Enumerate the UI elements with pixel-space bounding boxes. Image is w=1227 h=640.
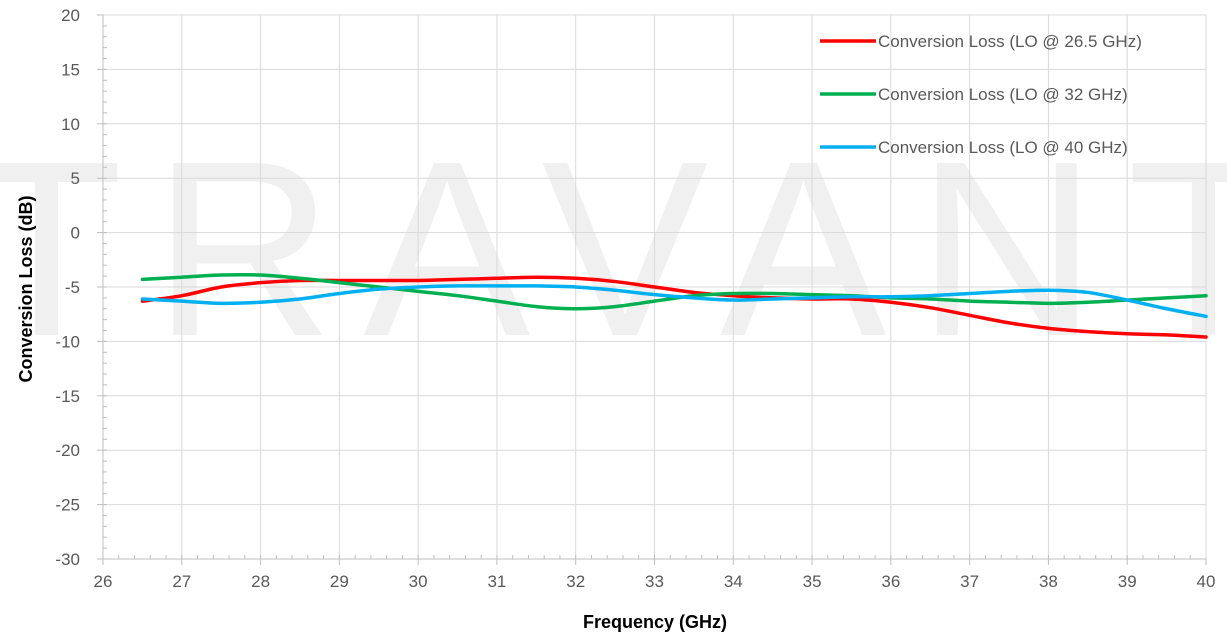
y-tick-label: -20	[55, 441, 80, 460]
series-line-1	[140, 272, 1208, 311]
x-tick-label: 28	[251, 572, 270, 591]
x-tick-labels: 26 27 28 29 30 31 32 33 34 35 36 37 38 39 40	[94, 572, 1216, 591]
x-tick-label: 38	[1039, 572, 1058, 591]
y-tick-label: 15	[61, 60, 80, 79]
x-axis-title: Frequency (GHz)	[583, 612, 727, 632]
x-tick-label: 30	[409, 572, 428, 591]
x-tick-label: 31	[487, 572, 506, 591]
y-tick-label: -15	[55, 387, 80, 406]
legend-label-0: Conversion Loss (LO @ 26.5 GHz)	[878, 32, 1142, 51]
x-tick-label: 37	[960, 572, 979, 591]
x-tick-label: 33	[645, 572, 664, 591]
y-tick-label: -10	[55, 332, 80, 351]
legend: Conversion Loss (LO @ 26.5 GHz) Conversio…	[820, 32, 1142, 157]
y-tick-label: 20	[61, 6, 80, 25]
y-tick-label: 10	[61, 115, 80, 134]
x-tick-label: 34	[724, 572, 743, 591]
x-tick-label: 36	[881, 572, 900, 591]
x-tick-label: 40	[1197, 572, 1216, 591]
y-tick-label: 0	[71, 224, 80, 243]
x-tick-label: 32	[566, 572, 585, 591]
x-tick-label: 35	[803, 572, 822, 591]
x-tick-label: 26	[94, 572, 113, 591]
y-tick-label: -5	[65, 278, 80, 297]
grid	[103, 14, 1207, 560]
x-tick-label: 39	[1118, 572, 1137, 591]
y-axis-title: Conversion Loss (dB)	[16, 195, 36, 382]
axes	[97, 14, 1207, 565]
x-tick-label: 27	[172, 572, 191, 591]
legend-label-2: Conversion Loss (LO @ 40 GHz)	[878, 138, 1128, 157]
y-tick-label: 5	[71, 169, 80, 188]
y-tick-label: -25	[55, 496, 80, 515]
y-tick-label: -30	[55, 550, 80, 569]
legend-label-1: Conversion Loss (LO @ 32 GHz)	[878, 85, 1128, 104]
y-tick-labels: 20 15 10 5 0 -5 -10 -15 -20 -25 -30	[55, 6, 80, 569]
series-line-2	[140, 284, 1208, 319]
series-layer	[140, 272, 1208, 339]
x-tick-label: 29	[330, 572, 349, 591]
